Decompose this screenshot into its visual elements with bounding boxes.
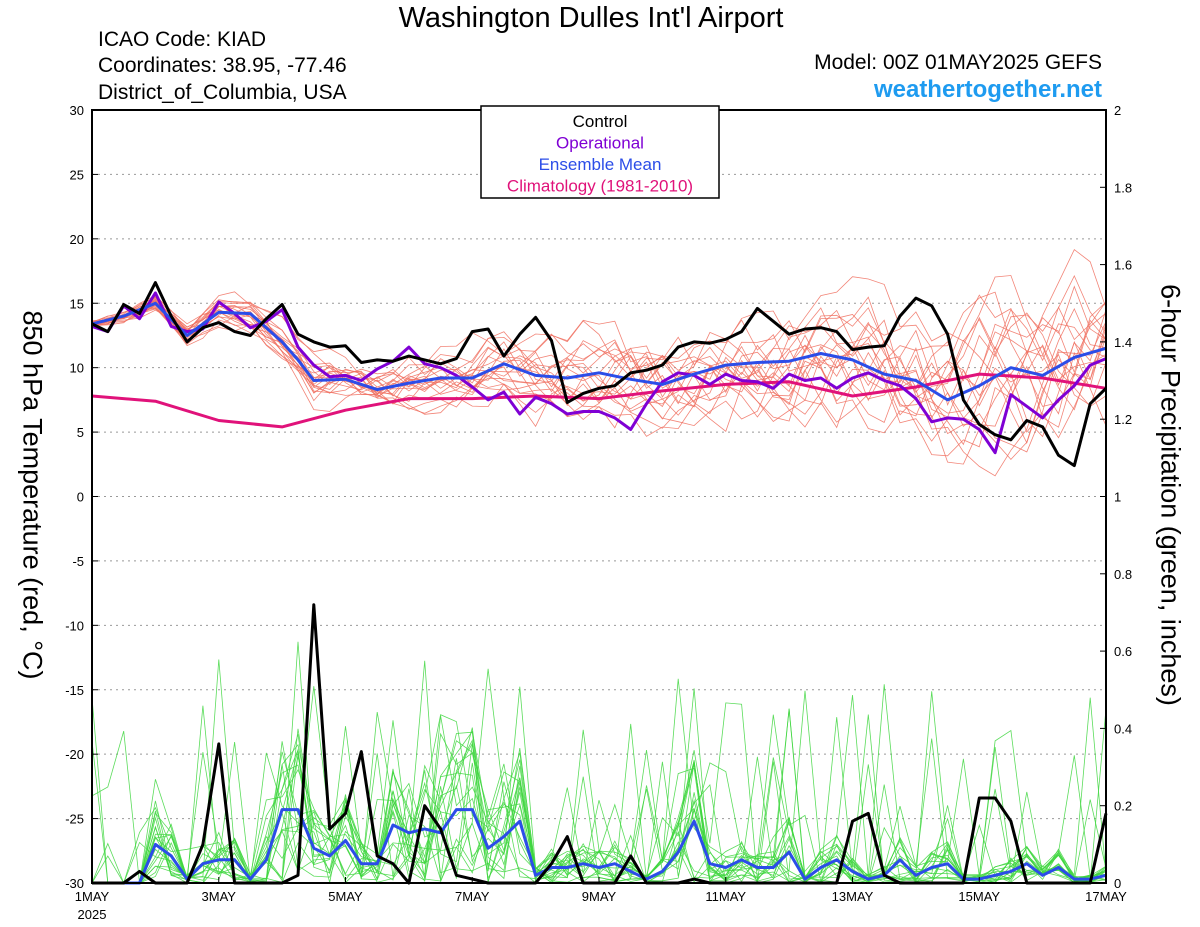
x-tick-label: 5MAY xyxy=(328,889,363,904)
y-right-tick-label: 0.4 xyxy=(1114,721,1132,736)
x-tick-label: 3MAY xyxy=(202,889,237,904)
y-right-tick-label: 0.2 xyxy=(1114,799,1132,814)
model-run: Model: 00Z 01MAY2025 GEFS xyxy=(814,51,1102,74)
y-left-tick-label: 5 xyxy=(77,425,84,440)
ensemble-mean-temp-line xyxy=(91,301,1107,402)
y-right-tick-label: 0.8 xyxy=(1114,567,1132,582)
axis-ticks: 302520151050-5-10-15-20-25-3021.81.61.41… xyxy=(65,103,1132,922)
temp-member-line xyxy=(91,296,1107,406)
temp-member-line xyxy=(91,304,1107,442)
temp-member-line xyxy=(91,275,1107,429)
x-tick-label: 11MAY xyxy=(705,889,746,904)
climatology-1981-2010-temp-line xyxy=(91,372,1107,429)
precip-member-line xyxy=(91,694,1107,884)
legend-entry: Climatology (1981-2010) xyxy=(507,177,693,196)
y-left-tick-label: 20 xyxy=(70,232,84,247)
site-name: weathertogether.net xyxy=(873,76,1102,103)
precip-member-line xyxy=(92,686,1107,884)
control-precip-line xyxy=(92,603,1108,885)
plot-frame xyxy=(91,109,1107,884)
region: District_of_Columbia, USA xyxy=(98,81,347,104)
y-left-tick-label: 30 xyxy=(70,103,84,118)
temp-member-line xyxy=(91,274,1107,417)
y-left-tick-label: 10 xyxy=(70,361,84,376)
precip-member-line xyxy=(92,715,1107,884)
y-right-tick-label: 0.6 xyxy=(1114,644,1132,659)
y-left-tick-label: 15 xyxy=(70,296,84,311)
ensemble-members xyxy=(91,248,1107,884)
precip-member-line xyxy=(92,717,1107,884)
precip-member-line xyxy=(92,714,1107,884)
precip-member-line xyxy=(92,678,1107,884)
chart-title: Washington Dulles Int'l Airport xyxy=(398,2,784,34)
y-left-tick-label: 0 xyxy=(77,490,84,505)
y-left-tick-label: -15 xyxy=(65,683,84,698)
x-tick-label: 1MAY xyxy=(75,889,110,904)
precip-member-line xyxy=(92,705,1107,884)
precip-member-line xyxy=(92,709,1107,884)
precip-member-line xyxy=(91,730,1107,884)
coordinates: Coordinates: 38.95, -77.46 xyxy=(98,54,347,77)
y-left-tick-label: -5 xyxy=(72,554,84,569)
temp-member-line xyxy=(91,248,1107,415)
temp-member-line xyxy=(91,285,1107,457)
x-tick-label: 15MAY xyxy=(958,889,1000,904)
legend-entry: Ensemble Mean xyxy=(539,155,662,174)
y-right-tick-label: 0 xyxy=(1114,876,1121,891)
temp-member-line xyxy=(91,294,1107,420)
legend-box xyxy=(480,105,720,199)
legend: Control Operational Ensemble Mean Climatolo… xyxy=(480,105,720,199)
temp-member-line xyxy=(91,300,1107,465)
precip-member-line xyxy=(92,697,1107,884)
gridlines xyxy=(92,173,1106,820)
y-left-tick-label: -25 xyxy=(65,812,84,827)
x-tick-label: 9MAY xyxy=(582,889,617,904)
precip-member-line xyxy=(91,641,1107,884)
y-left-tick-label: -10 xyxy=(65,618,84,633)
legend-entry: Control xyxy=(573,112,628,131)
y-left-tick-label: -20 xyxy=(65,747,84,762)
y-right-tick-label: 1 xyxy=(1114,490,1121,505)
icao-code: ICAO Code: KIAD xyxy=(98,28,267,51)
y-right-tick-label: 1.8 xyxy=(1114,180,1132,195)
precip-member-line xyxy=(91,691,1107,884)
control-temp-line xyxy=(91,281,1108,468)
legend-entry: Operational xyxy=(556,134,644,153)
x-tick-label: 13MAY xyxy=(832,889,874,904)
temp-member-line xyxy=(91,291,1107,423)
x-tick-label: 7MAY xyxy=(455,889,490,904)
y-left-tick-label: -30 xyxy=(65,876,84,891)
series-lines xyxy=(91,281,1108,885)
y-left-tick-label: 25 xyxy=(70,167,84,182)
year-label: 2025 xyxy=(78,907,107,922)
y-right-tick-label: 1.4 xyxy=(1114,335,1132,350)
x-tick-label: 17MAY xyxy=(1085,889,1127,904)
y-right-tick-label: 1.2 xyxy=(1114,412,1132,427)
y-right-tick-label: 1.6 xyxy=(1114,258,1132,273)
y-right-tick-label: 2 xyxy=(1114,103,1121,118)
ensemble-mean-precip-line xyxy=(92,808,1107,885)
